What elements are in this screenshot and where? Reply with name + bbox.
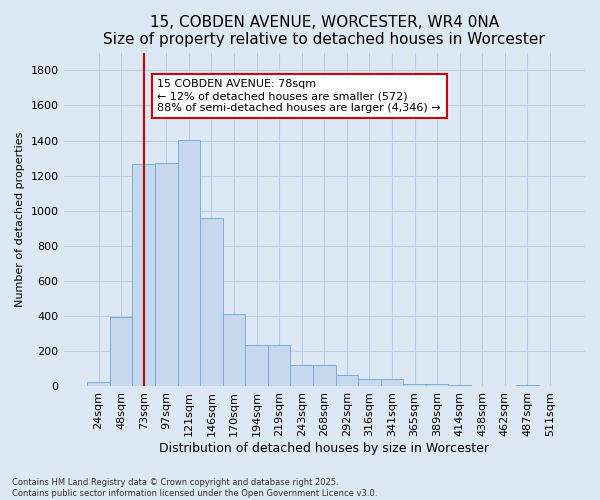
Bar [426, 384, 448, 386]
Bar [268, 345, 290, 387]
Bar [87, 382, 110, 386]
Bar [110, 317, 133, 386]
Y-axis label: Number of detached properties: Number of detached properties [15, 132, 25, 308]
Bar [155, 164, 178, 386]
Bar [223, 314, 245, 386]
Bar [290, 366, 313, 386]
Title: 15, COBDEN AVENUE, WORCESTER, WR4 0NA
Size of property relative to detached hous: 15, COBDEN AVENUE, WORCESTER, WR4 0NA Si… [103, 15, 545, 48]
Bar [516, 384, 539, 386]
Bar [335, 375, 358, 386]
Bar [313, 366, 335, 386]
Bar [245, 345, 268, 387]
Bar [381, 380, 403, 386]
Bar [403, 384, 426, 386]
Bar [200, 218, 223, 386]
Text: 15 COBDEN AVENUE: 78sqm
← 12% of detached houses are smaller (572)
88% of semi-d: 15 COBDEN AVENUE: 78sqm ← 12% of detache… [157, 80, 441, 112]
Bar [448, 384, 471, 386]
X-axis label: Distribution of detached houses by size in Worcester: Distribution of detached houses by size … [159, 442, 489, 455]
Bar [133, 164, 155, 386]
Bar [358, 380, 381, 386]
Text: Contains HM Land Registry data © Crown copyright and database right 2025.
Contai: Contains HM Land Registry data © Crown c… [12, 478, 377, 498]
Bar [178, 140, 200, 386]
